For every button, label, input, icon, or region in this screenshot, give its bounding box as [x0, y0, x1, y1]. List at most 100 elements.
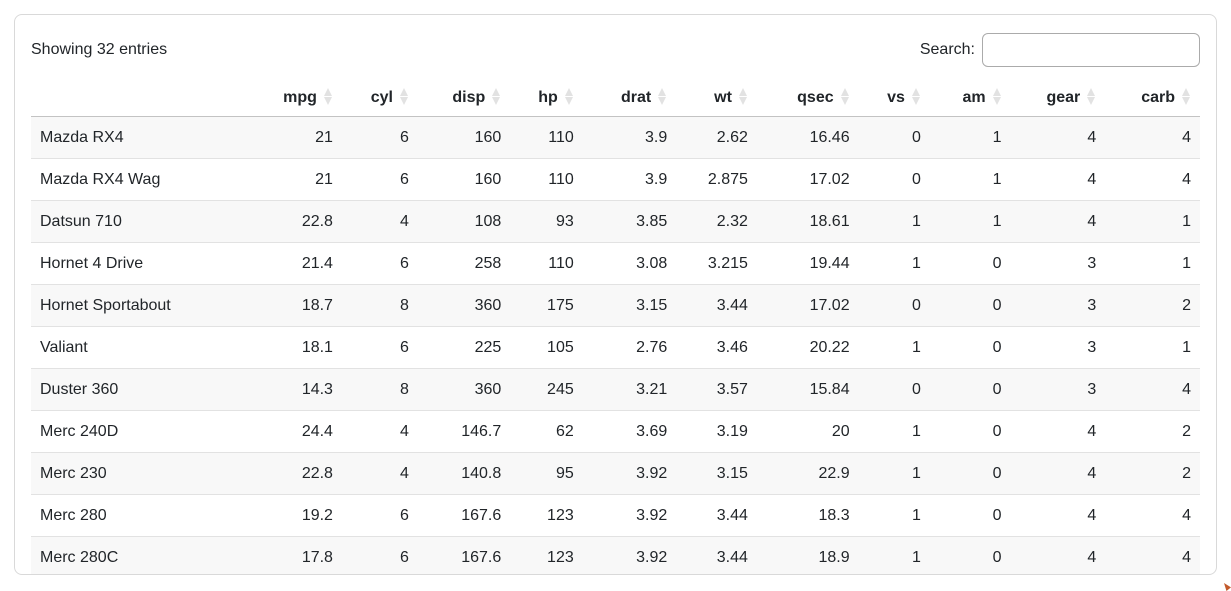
column-label: vs	[887, 89, 905, 106]
sort-icon	[992, 87, 1002, 105]
cell: 4	[1010, 158, 1106, 201]
cell: 105	[510, 326, 583, 369]
cell: 4	[1105, 536, 1200, 574]
cell: 2	[1105, 410, 1200, 453]
cell: 0	[929, 410, 1011, 453]
cell: 1	[929, 200, 1011, 243]
search-control: Search:	[920, 33, 1200, 67]
cell: 3.69	[582, 410, 677, 453]
cell: 16.46	[756, 116, 859, 159]
cell: 18.9	[756, 536, 859, 574]
cell: 4	[1010, 494, 1106, 537]
column-label: carb	[1141, 89, 1175, 106]
header-rownames[interactable]	[31, 79, 265, 117]
cell: 15.84	[756, 368, 859, 411]
header-mpg[interactable]: mpg	[264, 79, 342, 117]
header-disp[interactable]: disp	[417, 79, 511, 117]
column-label: qsec	[797, 89, 834, 106]
header-carb[interactable]: carb	[1105, 79, 1200, 117]
cell: 160	[417, 158, 511, 201]
entries-info: Showing 32 entries	[31, 41, 168, 58]
table-row: Merc 240D 24.4 4 146.7 62 3.69 3.19 20 1 0 4 2	[31, 410, 1200, 453]
cell: 1	[858, 494, 930, 537]
cell: 3.9	[582, 116, 677, 159]
table-header: mpg cyl disp hp drat wt qsec vs am gear carb	[31, 79, 1200, 117]
cell: 2	[1105, 452, 1200, 495]
cell: 360	[417, 368, 511, 411]
cell: 1	[858, 410, 930, 453]
cell: 93	[510, 200, 583, 243]
data-table: mpg cyl disp hp drat wt qsec vs am gear carb Mazda…	[31, 79, 1200, 574]
cell: 19.2	[264, 494, 342, 537]
cell: 18.1	[264, 326, 342, 369]
cell: 0	[929, 326, 1011, 369]
cell: 2.875	[676, 158, 757, 201]
cell: 140.8	[417, 452, 511, 495]
header-qsec[interactable]: qsec	[756, 79, 859, 117]
header-vs[interactable]: vs	[858, 79, 930, 117]
table-row: Mazda RX4 21 6 160 110 3.9 2.62 16.46 0 1 4 4	[31, 116, 1200, 159]
cell: 3.15	[676, 452, 757, 495]
cell: 3.08	[582, 242, 677, 285]
table-row: Mazda RX4 Wag 21 6 160 110 3.9 2.875 17.02 0 1 4 4	[31, 158, 1200, 201]
cell: 21.4	[264, 242, 342, 285]
cell: 146.7	[417, 410, 511, 453]
header-hp[interactable]: hp	[510, 79, 583, 117]
header-gear[interactable]: gear	[1010, 79, 1106, 117]
cell: 2	[1105, 284, 1200, 327]
sort-icon	[564, 87, 574, 105]
cell: 110	[510, 116, 583, 159]
cell: 4	[1105, 116, 1200, 159]
row-name: Hornet 4 Drive	[31, 242, 265, 285]
column-label: cyl	[370, 89, 393, 106]
cell: 4	[1010, 116, 1106, 159]
search-label: Search:	[919, 41, 975, 58]
cell: 2.76	[582, 326, 677, 369]
cell: 6	[341, 116, 418, 159]
column-label: mpg	[283, 89, 317, 106]
cell: 1	[858, 326, 930, 369]
cell: 20.22	[756, 326, 859, 369]
cell: 8	[341, 284, 418, 327]
cell: 123	[510, 536, 583, 574]
cell: 2.62	[676, 116, 757, 159]
column-label: disp	[452, 89, 486, 106]
cell: 21	[264, 158, 342, 201]
cell: 1	[858, 200, 930, 243]
cell: 1	[858, 536, 930, 574]
header-cyl[interactable]: cyl	[341, 79, 418, 117]
cell: 3.46	[676, 326, 757, 369]
cell: 22.9	[756, 452, 859, 495]
cell: 17.02	[756, 158, 859, 201]
sort-icon	[1087, 87, 1096, 105]
column-label: drat	[621, 89, 652, 106]
cell: 3	[1010, 284, 1106, 327]
row-name: Mazda RX4 Wag	[31, 158, 265, 201]
cell: 175	[510, 284, 583, 327]
header-drat[interactable]: drat	[582, 79, 677, 117]
cell: 24.4	[264, 410, 342, 453]
cell: 1	[1105, 326, 1200, 369]
cell: 1	[929, 116, 1011, 159]
cell: 6	[341, 326, 418, 369]
table-row: Datsun 710 22.8 4 108 93 3.85 2.32 18.61 1 1 4 1	[31, 200, 1200, 243]
cell: 4	[1010, 200, 1106, 243]
cell: 8	[341, 368, 418, 411]
column-label: am	[962, 89, 986, 106]
sort-icon	[492, 87, 501, 105]
column-label: hp	[538, 89, 558, 106]
header-am[interactable]: am	[929, 79, 1011, 117]
cell: 0	[929, 494, 1011, 537]
cell: 167.6	[417, 494, 511, 537]
sort-icon	[658, 87, 667, 105]
cell: 4	[1010, 536, 1106, 574]
cell: 3.92	[582, 452, 677, 495]
cell: 1	[1105, 242, 1200, 285]
search-input[interactable]	[982, 33, 1200, 67]
table-row: Duster 360 14.3 8 360 245 3.21 3.57 15.84 0 0 3 4	[31, 368, 1200, 411]
sort-icon	[1182, 87, 1191, 105]
cell: 6	[341, 158, 418, 201]
cell: 0	[858, 116, 930, 159]
table-card: Showing 32 entries Search: mpg cyl disp hp d…	[14, 14, 1217, 575]
header-wt[interactable]: wt	[676, 79, 757, 117]
